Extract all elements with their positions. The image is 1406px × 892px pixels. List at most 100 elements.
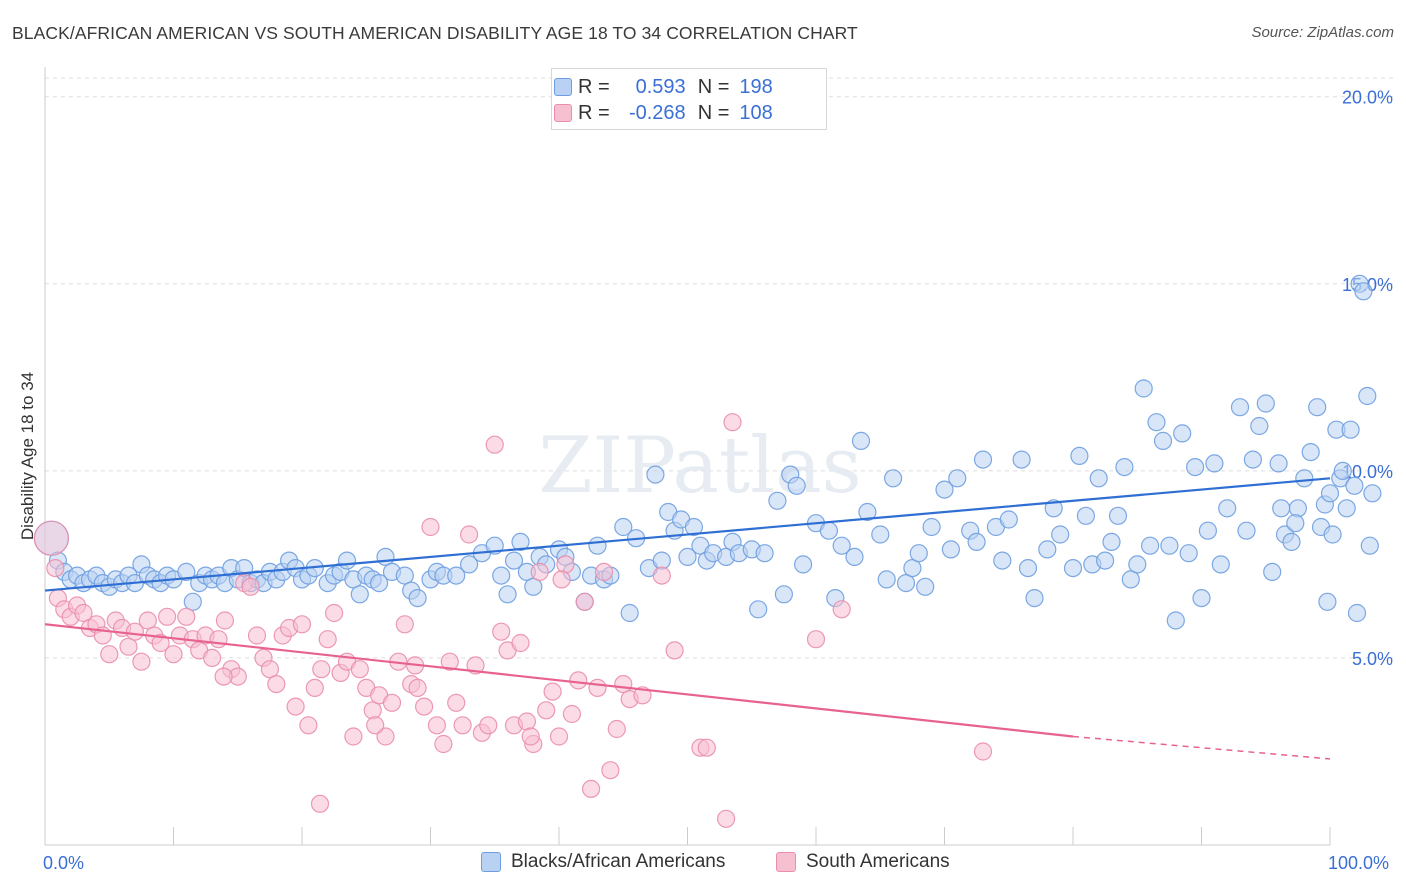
legend-swatch-south-americans <box>554 104 572 122</box>
data-point <box>337 551 357 570</box>
data-point <box>350 660 369 679</box>
data-point <box>1121 570 1140 589</box>
data-point <box>601 761 620 780</box>
data-point <box>1205 454 1224 473</box>
data-point <box>460 555 479 574</box>
data-point <box>1076 506 1096 525</box>
data-point <box>723 413 742 432</box>
data-point <box>1044 499 1063 518</box>
data-point <box>832 536 851 555</box>
data-point <box>1282 532 1301 552</box>
data-point <box>318 630 337 649</box>
series-legend: Blacks/African Americans South Americans <box>0 851 1406 879</box>
data-point <box>916 577 935 596</box>
data-point <box>999 510 1018 529</box>
data-point <box>883 469 903 488</box>
data-point <box>1360 536 1379 555</box>
data-point <box>492 622 511 641</box>
data-point <box>325 603 344 623</box>
data-point <box>1308 398 1327 417</box>
data-point <box>312 660 331 679</box>
n-value: 108 <box>739 101 773 124</box>
data-point <box>652 566 671 585</box>
data-point <box>1051 525 1070 544</box>
data-point <box>1237 521 1256 540</box>
r-label: R = <box>578 101 610 124</box>
data-point <box>935 480 954 499</box>
data-point <box>1018 558 1038 578</box>
data-point <box>973 450 993 469</box>
legend-swatch-blacks <box>481 852 501 872</box>
data-point <box>132 652 151 671</box>
data-point <box>177 562 196 582</box>
n-label: N = <box>697 101 730 124</box>
data-point <box>74 603 93 623</box>
data-point <box>620 603 639 623</box>
data-point <box>1038 540 1057 559</box>
data-point <box>33 520 70 556</box>
legend-label-south-americans: South Americans <box>806 851 950 872</box>
data-point <box>845 547 864 567</box>
data-point <box>1211 555 1230 574</box>
data-point <box>267 674 286 694</box>
data-point <box>214 667 233 686</box>
data-point <box>1063 558 1083 578</box>
data-point <box>408 588 427 608</box>
n-value: 198 <box>739 75 773 98</box>
data-point <box>177 607 196 626</box>
data-point <box>1012 450 1031 469</box>
trend-line-south-americans-extension <box>1072 735 1331 760</box>
data-point <box>697 738 716 757</box>
data-point <box>46 558 65 578</box>
data-point <box>485 435 504 454</box>
data-point <box>569 671 588 690</box>
data-point <box>581 779 601 799</box>
data-point <box>460 525 479 544</box>
data-point <box>1198 521 1218 540</box>
data-point <box>1272 499 1291 518</box>
data-point <box>215 611 234 630</box>
data-point <box>1115 458 1134 477</box>
data-point <box>646 465 665 484</box>
data-point <box>498 585 517 604</box>
data-point <box>492 566 511 585</box>
data-point <box>1243 450 1263 469</box>
data-point <box>440 652 459 671</box>
data-point <box>1288 499 1308 518</box>
data-point <box>1263 562 1282 582</box>
data-point <box>1333 461 1352 480</box>
data-point <box>164 645 183 664</box>
axes <box>44 67 1331 846</box>
data-point <box>241 577 260 596</box>
data-point <box>517 712 537 731</box>
data-point <box>819 521 839 540</box>
data-point <box>138 611 157 630</box>
x-tick-label-min: 0.0% <box>43 853 85 873</box>
data-point <box>530 562 549 582</box>
data-point <box>1341 420 1360 439</box>
data-point <box>350 585 369 604</box>
data-point <box>556 555 575 574</box>
data-point <box>305 678 324 698</box>
data-point <box>552 570 571 589</box>
r-label: R = <box>578 75 610 98</box>
correlation-legend: R = 0.593 N = 198 R = -0.268 N = 108 <box>551 68 827 130</box>
data-point <box>1295 469 1314 488</box>
data-point <box>511 532 530 552</box>
data-point <box>774 585 794 604</box>
chart-title: BLACK/AFRICAN AMERICAN VS SOUTH AMERICAN… <box>12 23 858 43</box>
data-point <box>447 566 466 585</box>
y-tick-label: 20.0% <box>1342 88 1393 108</box>
data-point <box>562 704 582 724</box>
data-point <box>871 525 890 544</box>
data-point <box>716 809 736 828</box>
data-point <box>614 517 633 537</box>
data-point <box>755 544 774 563</box>
data-point <box>793 555 813 574</box>
data-point <box>1363 484 1382 503</box>
y-tick-labels: 5.0%10.0%15.0%20.0% <box>1342 88 1393 669</box>
watermark: ZIPatlas <box>538 421 861 511</box>
data-point <box>100 645 119 664</box>
data-point <box>434 734 453 754</box>
data-point <box>1095 551 1115 570</box>
